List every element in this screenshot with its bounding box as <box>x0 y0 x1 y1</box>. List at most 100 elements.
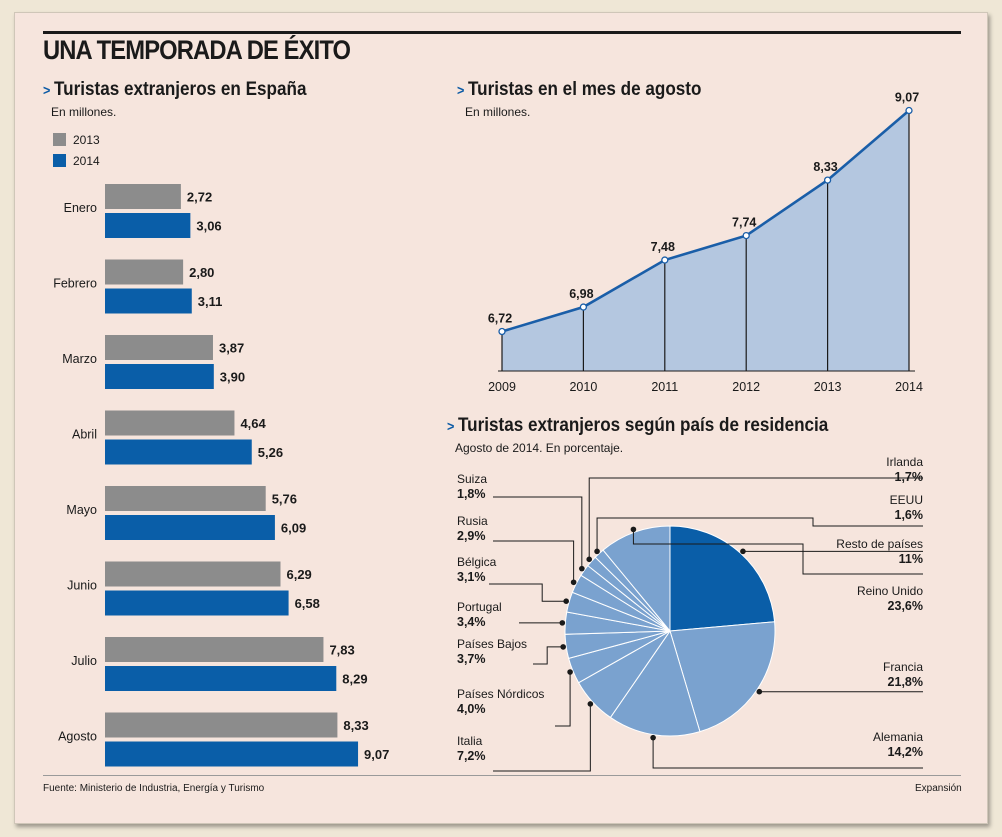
pie-slice-value: 7,2% <box>457 749 486 763</box>
area-x-tick-label: 2010 <box>569 380 597 394</box>
bar-value-label: 8,33 <box>343 718 368 733</box>
pie-leader-line <box>652 737 923 769</box>
pie-leader-dot <box>587 701 594 707</box>
area-point <box>823 176 832 184</box>
area-x-tick-label: 2011 <box>651 380 678 394</box>
pie-slice <box>609 629 701 737</box>
area-x-tick-label: 2012 <box>732 380 760 394</box>
pie-leader-line <box>588 477 923 560</box>
pie-leader-dot <box>579 565 585 572</box>
bar-chart-title: Turistas extranjeros en España <box>53 79 307 100</box>
pie-leader-dot <box>586 556 593 563</box>
pie-slice-name: Resto de países <box>836 537 923 551</box>
area-point <box>661 256 669 264</box>
bar-2013 <box>105 486 266 511</box>
charts-canvas: Enero 2,72 3,06 Febrero 2,80 3,11 Marzo 3,87 3,9… <box>53 91 924 772</box>
pie-slice-name: Portugal <box>457 600 502 614</box>
pie-slice-name: Irlanda <box>886 455 923 469</box>
pie-slice-value: 23,6% <box>888 599 923 613</box>
pie-slice-value: 14,2% <box>888 745 923 759</box>
bar-value-label: 3,87 <box>219 341 244 356</box>
pie-slice-value: 1,8% <box>457 487 486 501</box>
area-x-tick-label: 2013 <box>814 380 842 394</box>
bar-value-label: 8,29 <box>342 672 367 687</box>
area-value-label: 8,33 <box>813 160 837 174</box>
pie-slice-value: 21,8% <box>888 675 923 689</box>
bar-category-label: Julio <box>71 654 97 668</box>
bar-category-label: Agosto <box>58 730 97 744</box>
area-value-label: 6,98 <box>569 287 593 301</box>
bar-chart-title-wrap: > Turistas extranjeros en España <box>43 79 306 101</box>
bar-2014 <box>105 590 289 616</box>
area-fill <box>502 110 909 372</box>
bar-value-label: 2,72 <box>187 190 212 205</box>
legend-swatch-2013 <box>53 133 66 146</box>
pie-leader-line <box>489 583 567 602</box>
pie-slice-name: Países Nórdicos <box>457 687 544 701</box>
bar-2013 <box>105 561 281 587</box>
pie-leader-line <box>493 703 591 772</box>
pie-slice <box>669 621 776 733</box>
bar-2014 <box>105 213 191 238</box>
pie-slice-value: 1,7% <box>895 470 924 484</box>
pie-chart-title-wrap: > Turistas extranjeros según país de resi… <box>447 415 828 437</box>
pie-leader-dot <box>570 579 577 586</box>
pie-slice-name: Rusia <box>457 514 488 528</box>
bar-value-label: 4,64 <box>240 416 266 431</box>
bar-value-label: 9,07 <box>364 747 389 762</box>
area-x-tick-label: 2014 <box>895 380 923 394</box>
footer-rule <box>43 775 961 776</box>
pie-slice-name: Países Bajos <box>457 637 527 651</box>
bar-2013 <box>105 184 181 209</box>
pie-leader-dot <box>594 548 600 555</box>
area-chart-subtitle: En millones. <box>465 105 531 119</box>
pie-leader-line <box>555 672 571 727</box>
pie-chart-title: Turistas extranjeros según país de resid… <box>457 415 829 436</box>
pie-slice <box>669 525 776 632</box>
bar-2014 <box>105 741 359 767</box>
pie-leader-line <box>493 496 583 569</box>
pie-leader-dot <box>630 526 637 533</box>
page-title: UNA TEMPORADA DE ÉXITO <box>43 35 351 65</box>
caret-icon: > <box>43 82 51 98</box>
bar-2014 <box>105 666 337 691</box>
legend-label-2013: 2013 <box>73 133 100 147</box>
pie-leader-dot <box>563 598 569 604</box>
pie-slice-value: 1,6% <box>895 508 924 522</box>
bar-2013 <box>105 410 235 436</box>
footer-brand: Expansión <box>915 783 962 794</box>
caret-icon: > <box>447 418 455 434</box>
pie-leader-dot <box>567 669 573 675</box>
area-series-line <box>501 109 910 333</box>
bar-value-label: 6,29 <box>286 567 311 582</box>
bar-category-label: Enero <box>64 201 97 215</box>
footer-source-label: Fuente: <box>43 783 77 794</box>
bar-value-label: 6,09 <box>281 521 306 536</box>
bar-2013 <box>105 637 324 662</box>
pie-slice-value: 3,1% <box>457 570 486 584</box>
pie-leader-line <box>533 646 564 665</box>
area-x-tick-label: 2009 <box>488 380 516 394</box>
footer-source: Fuente: Ministerio de Industria, Energía… <box>43 783 264 794</box>
pie-leader-line <box>596 517 923 552</box>
bar-2013 <box>105 712 338 738</box>
area-point <box>742 231 750 240</box>
pie-leader-dot <box>756 688 763 695</box>
bar-2013 <box>105 335 213 360</box>
pie-slice-value: 2,9% <box>457 529 486 543</box>
pie-leader-dot <box>740 548 746 555</box>
bar-2014 <box>105 364 214 389</box>
pie-slice-value: 4,0% <box>457 702 486 716</box>
pie-slice-value: 3,7% <box>457 652 486 666</box>
bar-value-label: 3,11 <box>198 294 223 309</box>
legend-swatch-2014 <box>53 154 66 167</box>
bar-category-label: Febrero <box>53 277 97 291</box>
area-value-label: 7,48 <box>651 240 675 254</box>
pie-slice-value: 11% <box>899 552 923 566</box>
area-chart-title: Turistas en el mes de agosto <box>467 79 702 100</box>
bar-category-label: Marzo <box>62 352 97 366</box>
pie-slice <box>602 525 671 633</box>
footer-source-text: Ministerio de Industria, Energía y Turis… <box>79 783 265 794</box>
pie-slice-name: Bélgica <box>457 555 497 569</box>
infographic-frame: UNA TEMPORADA DE ÉXITO > Turistas extranj… <box>14 12 988 824</box>
